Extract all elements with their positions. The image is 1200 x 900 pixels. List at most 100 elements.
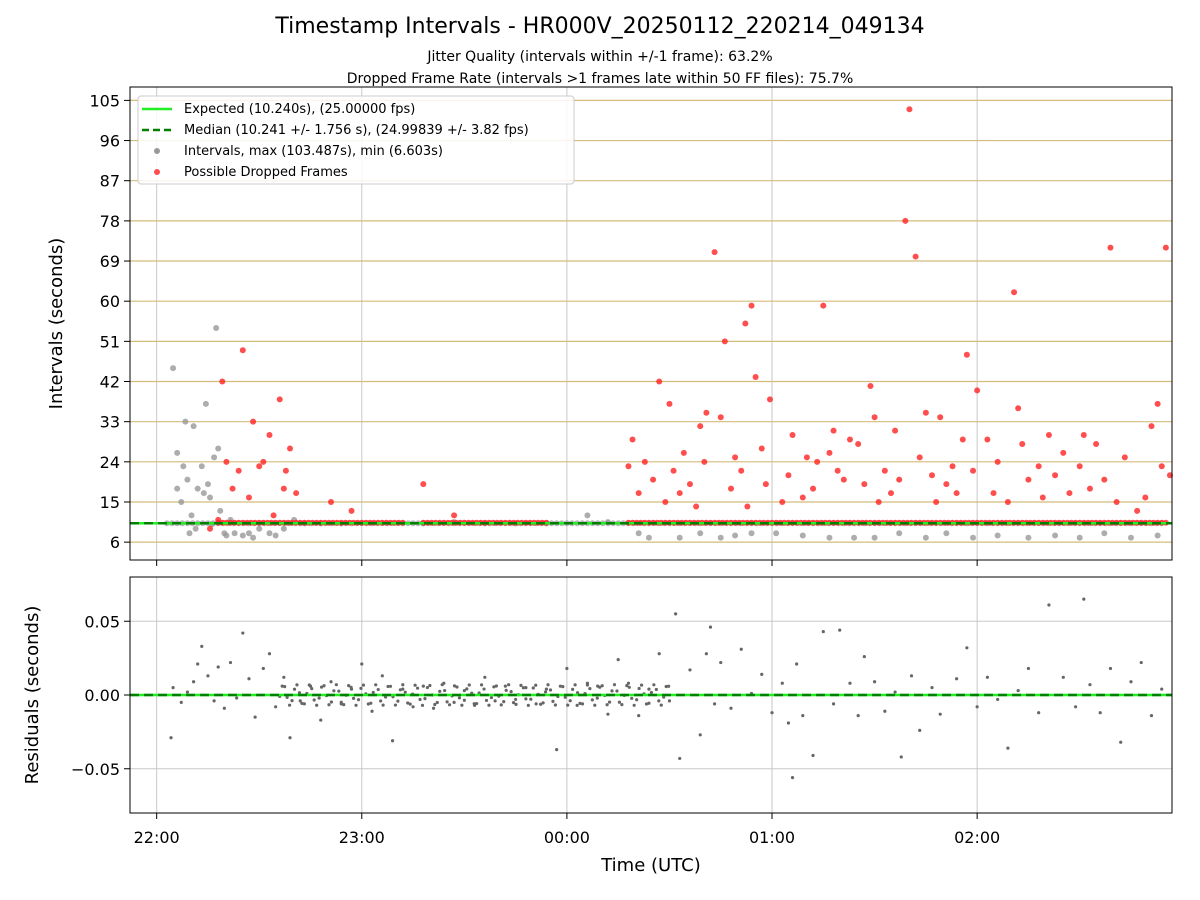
dropped-frame-point (752, 374, 759, 381)
dropped-frame-point (789, 432, 796, 439)
x-tick-label: 01:00 (749, 828, 795, 847)
residual-point (337, 689, 341, 693)
interval-point (732, 532, 739, 539)
dropped-frame-point (1101, 476, 1108, 483)
residual-point (1016, 688, 1020, 693)
dropped-frame-point (328, 498, 335, 505)
interval-point (231, 530, 238, 537)
dropped-frame-point (711, 249, 718, 256)
residual-point (347, 684, 351, 688)
residual-point (332, 689, 336, 693)
residual-point (401, 687, 405, 691)
residual-point (568, 699, 572, 703)
residual-point (356, 698, 361, 702)
residual-point (996, 697, 1000, 702)
residual-point (445, 700, 449, 704)
dropped-frame-point (984, 436, 991, 443)
dropped-frame-point (943, 481, 950, 488)
dropped-frame-point (293, 490, 300, 497)
dropped-frame-point (881, 467, 888, 474)
residual-point (360, 662, 364, 666)
dropped-frame-point (266, 432, 273, 439)
residual-point (899, 755, 903, 759)
residual-point (667, 699, 672, 703)
residual-point (216, 665, 220, 669)
dropped-frame-point (348, 507, 355, 514)
interval-point (188, 512, 195, 519)
dropped-frame-point (1052, 472, 1059, 479)
residual-point (654, 687, 658, 692)
residual-point (298, 699, 302, 703)
interval-point (190, 423, 197, 430)
interval-point (180, 463, 187, 470)
legend-intervals-swatch (154, 148, 160, 154)
time-x-label: Time (UTC) (600, 855, 701, 876)
top-y-tick-label: 78 (100, 212, 120, 231)
residual-point (637, 686, 641, 691)
residuals-y-label: Residuals (seconds) (22, 606, 43, 785)
residual-point (1061, 675, 1065, 679)
residual-point (388, 684, 393, 688)
interval-point (170, 365, 177, 372)
dropped-frame-point (1066, 490, 1073, 497)
residual-point (590, 698, 594, 702)
dropped-frame-point (629, 436, 636, 443)
top-y-tick-label: 6 (110, 533, 120, 552)
residual-point (588, 686, 592, 691)
dropped-frame-point (1158, 463, 1165, 470)
dropped-frame-point (1025, 476, 1032, 483)
residual-point (312, 698, 316, 702)
residual-point (790, 776, 795, 780)
residual-point (652, 683, 656, 687)
residual-point (856, 714, 860, 718)
top-y-tick-label: 96 (100, 132, 120, 151)
dropped-frame-point (256, 463, 263, 470)
dropped-frame-point (814, 458, 821, 465)
residual-point (457, 696, 462, 700)
dropped-frame-point (686, 481, 693, 488)
residual-point (315, 703, 319, 707)
residual-point (287, 703, 292, 707)
residual-point (415, 686, 420, 690)
residual-point (267, 652, 272, 656)
dropped-frame-point (1162, 244, 1169, 251)
legend-dropped-swatch (154, 169, 160, 175)
dropped-frame-point (641, 458, 648, 465)
residual-point (565, 666, 569, 671)
dropped-frame-point (974, 387, 981, 394)
residual-point (171, 686, 175, 690)
residual-point (526, 703, 530, 707)
residual-point (534, 702, 538, 706)
residual-point (438, 689, 442, 693)
residual-point (593, 703, 597, 707)
residual-point (420, 703, 425, 707)
dropped-frame-point (912, 253, 919, 260)
interval-point (922, 534, 929, 541)
dropped-frame-point (451, 512, 458, 519)
residual-point (483, 675, 487, 679)
residual-point (401, 683, 405, 687)
residual-point (795, 662, 799, 666)
residual-point (659, 703, 663, 707)
dropped-frame-point (959, 436, 966, 443)
interval-point (182, 418, 189, 425)
residual-point (1160, 687, 1164, 691)
bottom-y-tick-label: 0.05 (84, 612, 120, 631)
residual-point (393, 703, 398, 707)
residual-point (334, 683, 338, 687)
dropped-frame-point (785, 472, 792, 479)
residual-point (541, 701, 545, 705)
interval-point (211, 454, 218, 461)
residual-point (632, 703, 636, 707)
residual-point (493, 699, 497, 703)
dropped-frame-point (970, 467, 977, 474)
dropped-frame-point (693, 503, 700, 510)
top-horizontal-grid (130, 99, 1172, 543)
interval-point (851, 534, 858, 541)
dropped-frame-point (892, 427, 899, 434)
dropped-frame-point (1060, 449, 1067, 456)
residual-point (370, 709, 374, 713)
residual-point (626, 681, 631, 685)
residual-point (371, 690, 375, 695)
residual-point (786, 721, 791, 725)
